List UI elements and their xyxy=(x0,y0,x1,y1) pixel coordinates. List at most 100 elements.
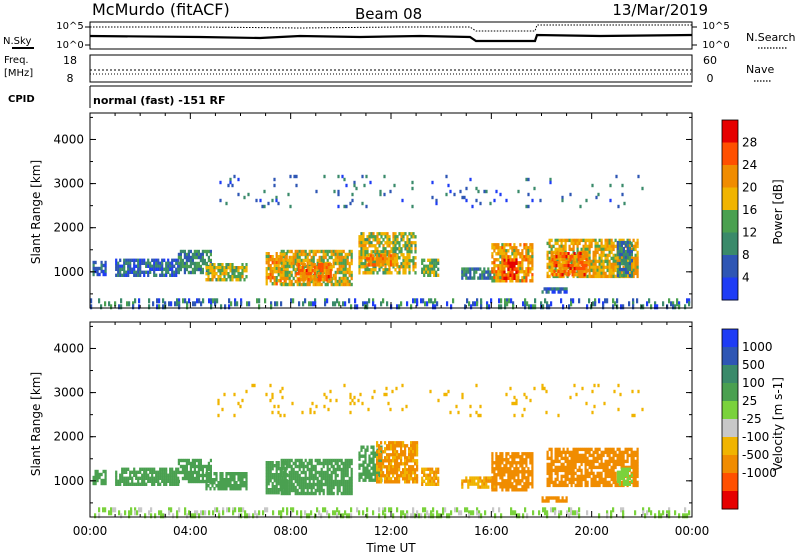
data-cell xyxy=(199,255,202,260)
data-cell xyxy=(223,275,226,279)
data-cell xyxy=(561,258,564,262)
data-cell xyxy=(267,491,270,495)
data-cell xyxy=(628,301,631,307)
data-cell xyxy=(171,470,174,474)
data-cell xyxy=(531,198,534,203)
data-cell xyxy=(527,452,530,456)
data-cell xyxy=(273,485,276,489)
data-cell xyxy=(92,266,95,271)
data-cell xyxy=(243,195,246,200)
data-cell xyxy=(138,304,141,310)
data-cell xyxy=(406,474,409,478)
data-cell xyxy=(137,261,140,265)
data-cell xyxy=(356,507,359,513)
data-cell xyxy=(382,450,385,454)
data-cell xyxy=(349,392,352,397)
data-cell xyxy=(139,482,142,486)
data-cell xyxy=(517,189,520,194)
data-cell xyxy=(115,470,118,474)
data-cell xyxy=(582,247,585,252)
data-cell xyxy=(384,265,387,269)
data-cell xyxy=(582,459,585,464)
data-cell xyxy=(604,244,607,249)
data-cell xyxy=(531,458,534,462)
data-cell xyxy=(576,459,579,464)
data-cell xyxy=(582,474,585,479)
data-cell xyxy=(247,192,250,197)
data-cell xyxy=(548,274,551,279)
data-cell xyxy=(580,471,583,476)
data-cell xyxy=(334,270,337,275)
data-cell xyxy=(515,479,518,483)
data-cell xyxy=(634,262,637,267)
data-cell xyxy=(592,483,595,488)
data-cell xyxy=(504,301,507,307)
data-cell xyxy=(390,471,393,475)
data-cell xyxy=(425,476,428,480)
data-cell xyxy=(277,488,280,492)
data-cell xyxy=(168,510,171,516)
data-cell xyxy=(548,474,551,479)
data-cell xyxy=(392,238,395,242)
data-cell xyxy=(561,273,564,277)
data-cell xyxy=(370,457,373,461)
data-cell xyxy=(324,507,327,513)
data-cell xyxy=(509,279,512,283)
data-cell xyxy=(209,266,212,270)
data-cell xyxy=(557,261,560,265)
data-cell xyxy=(207,472,210,476)
data-cell xyxy=(110,510,113,516)
data-cell xyxy=(233,272,236,276)
data-cell xyxy=(147,264,150,268)
data-cell xyxy=(282,273,285,278)
data-cell xyxy=(561,198,564,203)
data-cell xyxy=(133,267,136,271)
data-cell xyxy=(400,453,403,457)
data-cell xyxy=(562,447,565,452)
data-cell xyxy=(302,488,305,493)
data-cell xyxy=(290,264,293,269)
data-cell xyxy=(219,278,222,282)
data-cell xyxy=(560,238,563,243)
noise-tick-left-high: 10^5 xyxy=(56,21,83,32)
data-cell xyxy=(614,259,617,264)
data-cell xyxy=(392,441,395,445)
data-cell xyxy=(402,253,405,257)
data-cell xyxy=(92,260,95,265)
data-cell xyxy=(481,273,484,277)
data-cell xyxy=(584,450,587,455)
data-cell xyxy=(636,244,639,249)
data-cell xyxy=(622,470,625,474)
data-cell xyxy=(551,255,554,259)
data-cell xyxy=(374,247,377,251)
data-cell xyxy=(423,267,426,271)
data-cell xyxy=(298,301,301,307)
data-cell xyxy=(614,265,617,270)
data-cell xyxy=(568,480,571,485)
data-cell xyxy=(610,471,613,476)
data-cell xyxy=(606,244,609,249)
data-cell xyxy=(554,459,557,464)
data-cell xyxy=(515,276,518,280)
data-cell xyxy=(145,476,148,480)
data-cell xyxy=(92,481,95,486)
data-cell xyxy=(98,272,101,277)
data-cell xyxy=(493,267,496,271)
data-cell xyxy=(583,264,586,268)
data-cell xyxy=(608,244,611,249)
data-cell xyxy=(463,195,466,200)
data-cell xyxy=(400,301,403,307)
data-cell xyxy=(374,454,377,458)
data-cell xyxy=(232,507,235,513)
data-cell xyxy=(379,192,382,197)
data-cell xyxy=(119,479,122,483)
data-cell xyxy=(546,274,549,279)
data-cell xyxy=(221,263,224,267)
data-cell xyxy=(123,258,126,262)
data-cell xyxy=(584,471,587,476)
data-cell xyxy=(298,479,301,484)
data-cell xyxy=(213,481,216,485)
data-cell xyxy=(360,472,363,476)
data-cell xyxy=(402,265,405,269)
data-cell xyxy=(634,480,637,485)
